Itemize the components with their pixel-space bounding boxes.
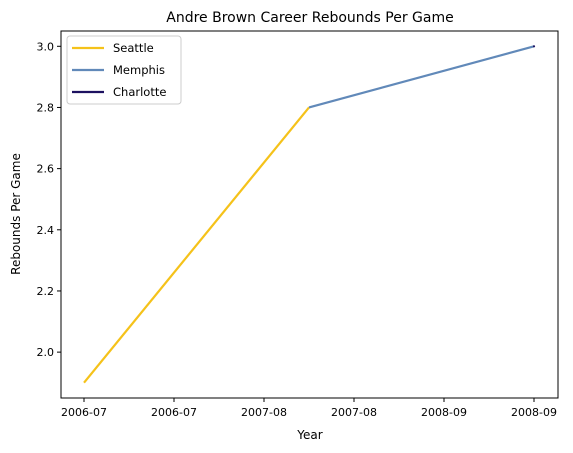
y-tick-label: 2.8: [37, 101, 55, 114]
x-tick-label: 2006-07: [151, 406, 197, 419]
x-axis: 2006-07 2006-07 2007-08 2007-08 2008-09 2008-…: [61, 398, 557, 419]
x-tick-label: 2006-07: [61, 406, 107, 419]
series-lines: [83, 45, 536, 384]
y-tick-label: 2.4: [37, 224, 55, 237]
x-axis-label: Year: [296, 428, 322, 442]
legend-label-charlotte: Charlotte: [113, 85, 166, 99]
y-tick-label: 3.0: [37, 40, 55, 53]
legend-label-seattle: Seattle: [113, 41, 154, 55]
series-line-memphis: [308, 45, 535, 109]
x-tick-label: 2007-08: [241, 406, 287, 419]
y-axis: 2.0 2.2 2.4 2.6 2.8 3.0: [37, 40, 61, 359]
x-tick-label: 2008-09: [421, 406, 467, 419]
legend: Seattle Memphis Charlotte: [66, 35, 182, 105]
legend-box: [66, 35, 182, 105]
y-tick-label: 2.0: [37, 346, 55, 359]
y-axis-label: Rebounds Per Game: [9, 153, 23, 275]
plot-area: [60, 30, 559, 399]
series-line-seattle: [83, 106, 310, 384]
x-tick-label: 2008-09: [511, 406, 557, 419]
chart-title: Andre Brown Career Rebounds Per Game: [166, 10, 453, 26]
x-tick-label: 2007-08: [331, 406, 377, 419]
plot-frame: [60, 30, 559, 399]
y-tick-label: 2.2: [37, 285, 55, 298]
y-tick-label: 2.6: [37, 163, 55, 176]
series-point-charlotte: [532, 45, 536, 48]
legend-label-memphis: Memphis: [113, 63, 165, 77]
